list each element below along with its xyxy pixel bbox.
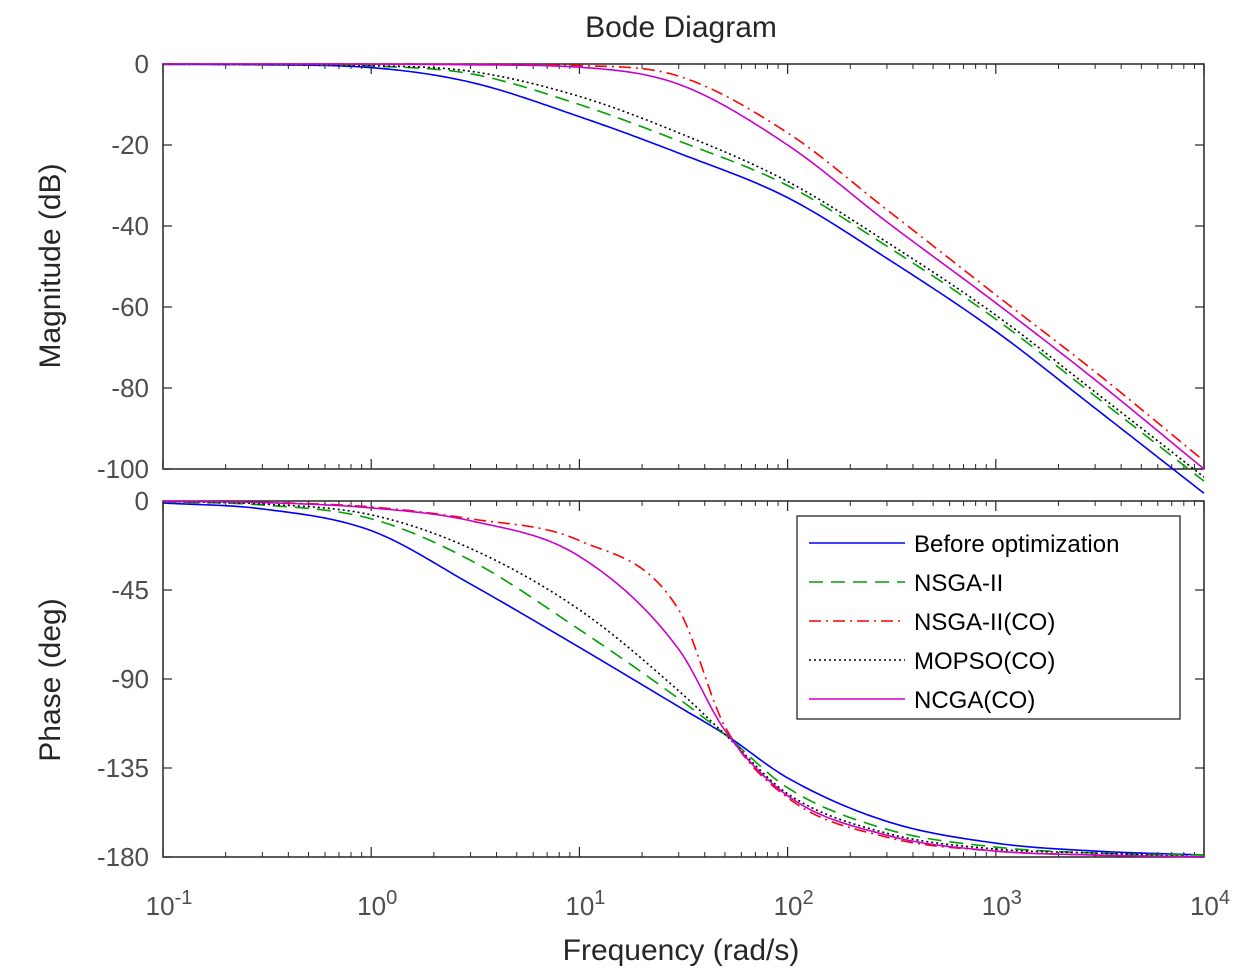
magnitude-lines	[162, 63, 1205, 494]
x-tick-label: 104	[1190, 887, 1230, 921]
series-line-3-phase	[162, 500, 1205, 858]
x-tick-label: 10-1	[146, 887, 193, 921]
y-tick-label: 0	[135, 49, 149, 79]
y-tick-label: -90	[111, 664, 149, 694]
y-tick-label: 0	[135, 486, 149, 516]
y-tick-label: -135	[97, 753, 149, 783]
chart-title: Bode Diagram	[585, 11, 777, 44]
series-line-4-phase	[162, 500, 1205, 858]
y-tick-label: -60	[111, 292, 149, 322]
y-tick-label: -20	[111, 130, 149, 160]
x-tick-label: 101	[565, 887, 605, 921]
magnitude-axes-box	[162, 63, 1205, 470]
series-line-4-magnitude	[163, 63, 1205, 470]
series-line-0-magnitude	[162, 63, 1205, 494]
series-line-1-phase	[162, 501, 1205, 856]
x-axis-label: Frequency (rad/s)	[563, 934, 800, 967]
magnitude-ylabel: Magnitude (dB)	[34, 163, 67, 368]
magnitude-panel: 0 -20 -40 -60 -80 -100 Magnitude (dB)	[34, 49, 1205, 494]
x-tick-label: 103	[982, 887, 1022, 921]
legend-items: Before optimization NSGA-II NSGA-II(CO) MOP…	[809, 531, 1119, 714]
x-tick-label: 102	[774, 887, 814, 921]
legend: Before optimization NSGA-II NSGA-II(CO) MOP…	[796, 515, 1181, 720]
legend-label: NSGA-II	[914, 570, 1003, 597]
y-tick-label: -100	[97, 454, 149, 484]
phase-ticks: 0 -45 -90 -135 -180	[97, 486, 1205, 872]
phase-lines	[162, 500, 1205, 858]
magnitude-ticks: 0 -20 -40 -60 -80 -100	[97, 49, 1205, 484]
phase-ylabel: Phase (deg)	[34, 598, 67, 761]
legend-label: NCGA(CO)	[914, 687, 1035, 714]
x-tick-labels: 10-1 100 101 102 103 104	[146, 887, 1230, 921]
y-tick-label: -40	[111, 211, 149, 241]
legend-label: Before optimization	[914, 531, 1119, 558]
series-line-2-phase	[162, 500, 1205, 858]
series-line-1-magnitude	[162, 63, 1205, 482]
legend-label: MOPSO(CO)	[914, 648, 1055, 675]
y-tick-label: -45	[111, 575, 149, 605]
series-line-0-phase	[162, 502, 1205, 856]
legend-box	[796, 515, 1181, 720]
x-tick-label: 100	[357, 887, 397, 921]
y-tick-label: -180	[97, 842, 149, 872]
legend-label: NSGA-II(CO)	[914, 609, 1055, 636]
y-tick-label: -80	[111, 373, 149, 403]
